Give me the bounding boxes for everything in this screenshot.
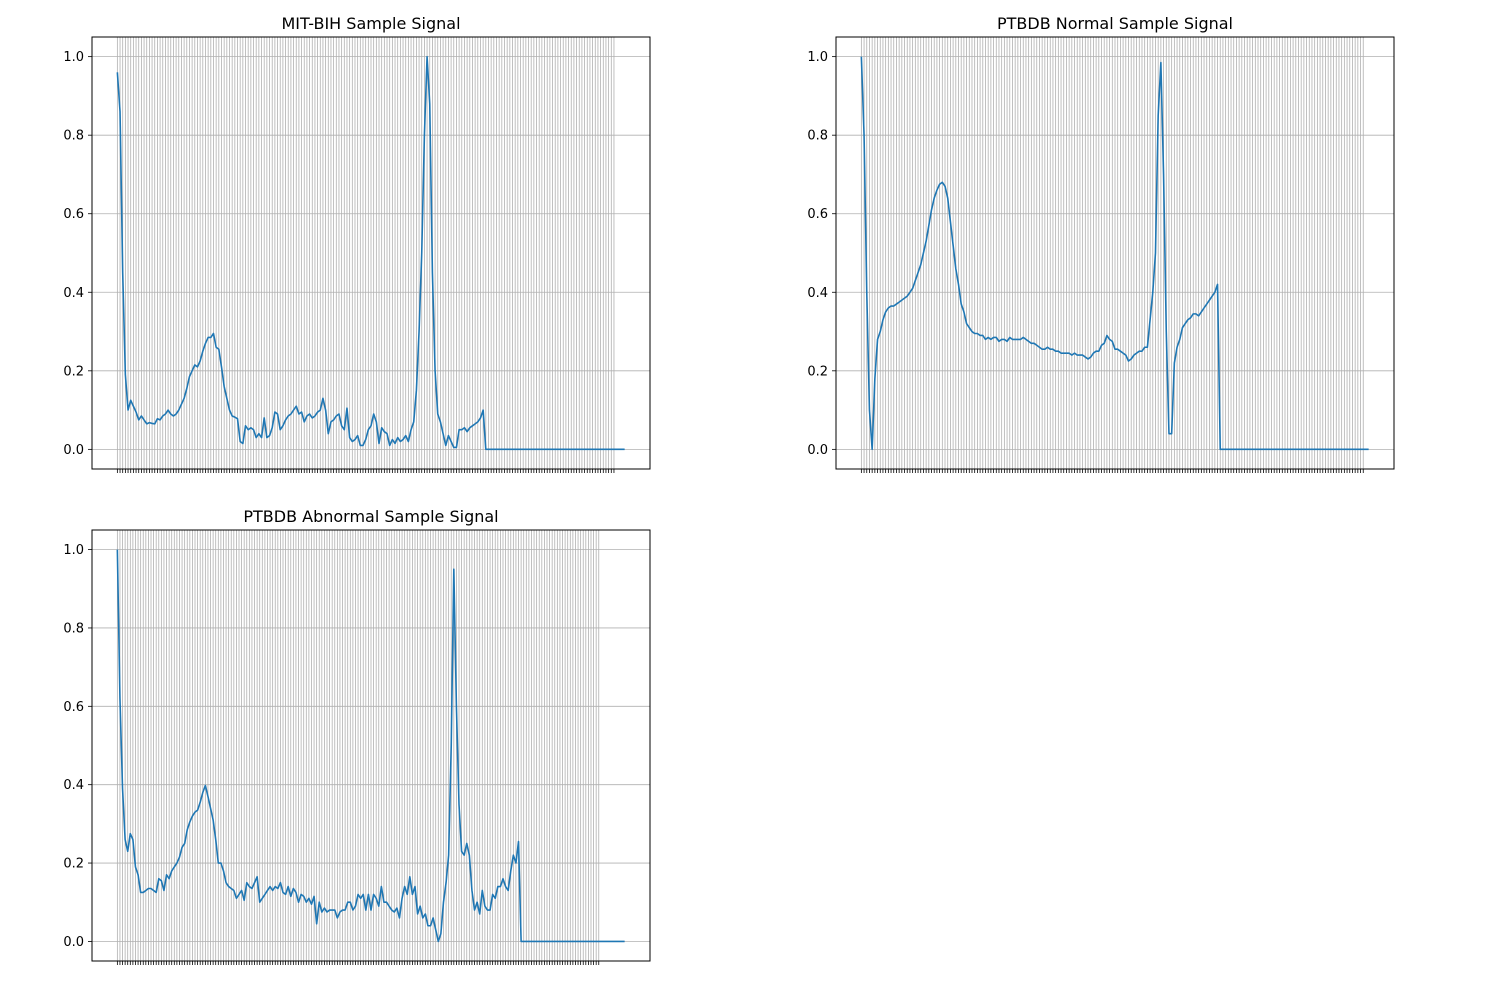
chart-title: PTBDB Normal Sample Signal <box>997 14 1233 33</box>
subplot-mit-bih: MIT-BIH Sample Signal 0.0 0.2 0.4 0.6 0.8 1.0 <box>63 14 651 473</box>
y-tick-label: 0.4 <box>807 286 828 301</box>
y-grid <box>92 56 650 450</box>
y-tick-label: 0.6 <box>63 700 84 715</box>
x-ticks <box>860 469 1364 473</box>
y-tick-label: 0.0 <box>807 443 828 458</box>
y-tick-label: 0.2 <box>807 364 828 379</box>
x-grid <box>116 530 600 961</box>
x-ticks <box>116 961 600 965</box>
y-tick-label: 0.8 <box>63 129 84 144</box>
chart-title: MIT-BIH Sample Signal <box>281 14 460 33</box>
y-tick-label: 0.8 <box>807 129 828 144</box>
y-tick-label: 0.2 <box>63 857 84 872</box>
axes-frame <box>835 36 1395 470</box>
x-grid <box>116 37 615 469</box>
x-grid <box>860 37 1364 469</box>
signal-series-line <box>116 55 625 451</box>
y-tick-label: 0.8 <box>63 621 84 636</box>
y-tick-label: 1.0 <box>807 50 828 65</box>
y-tick-label: 0.0 <box>63 443 84 458</box>
axes-frame <box>91 529 651 962</box>
signal-series-line <box>116 549 625 943</box>
subplot-ptbdb-normal: PTBDB Normal Sample Signal 0.0 0.2 0.4 0.6 0… <box>807 14 1395 473</box>
y-tick-label: 0.0 <box>63 935 84 950</box>
axes-frame <box>91 36 651 470</box>
y-tick-label: 1.0 <box>63 50 84 65</box>
subplot-ptbdb-abnormal: PTBDB Abnormal Sample Signal 0.0 0.2 0.4 0.… <box>63 507 651 965</box>
y-tick-label: 0.6 <box>63 207 84 222</box>
signal-series-line <box>860 56 1369 451</box>
y-grid <box>836 56 1394 450</box>
y-tick-label: 0.4 <box>63 286 84 301</box>
x-ticks <box>116 469 615 473</box>
chart-title: PTBDB Abnormal Sample Signal <box>243 507 498 526</box>
y-tick-label: 0.4 <box>63 778 84 793</box>
y-tick-label: 0.6 <box>807 207 828 222</box>
y-tick-label: 1.0 <box>63 543 84 558</box>
y-tick-label: 0.2 <box>63 364 84 379</box>
